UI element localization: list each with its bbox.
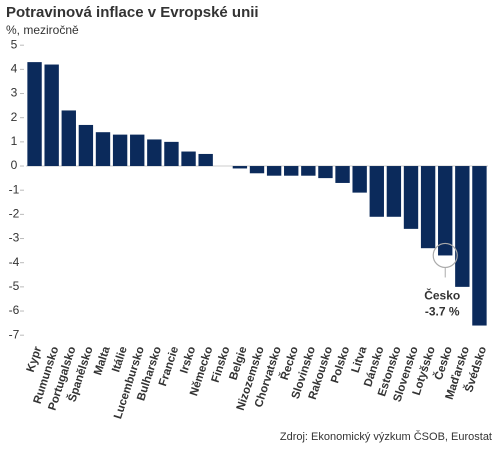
bar — [147, 139, 162, 167]
bar — [438, 166, 453, 256]
bar — [249, 166, 265, 174]
y-tick-label: -5 — [9, 279, 20, 293]
y-tick-label: -6 — [9, 303, 20, 317]
y-tick-label: 3 — [11, 86, 18, 100]
bar — [232, 166, 248, 169]
chart-title: Potravinová inflace v Evropské unii — [6, 4, 259, 21]
source: Zdroj: Ekonomický výzkum ČSOB, Eurostat — [280, 430, 492, 443]
bar — [61, 110, 76, 167]
bar — [352, 166, 367, 193]
bar — [403, 166, 419, 229]
y-tick-label: 2 — [11, 110, 18, 124]
chart-subtitle: %, meziročně — [6, 23, 79, 37]
bar — [198, 153, 213, 167]
bar — [44, 64, 59, 167]
y-tick-label: -7 — [9, 327, 20, 341]
y-tick-label: -2 — [9, 207, 20, 221]
bar — [266, 166, 282, 176]
bar — [318, 166, 333, 179]
bar — [78, 124, 94, 167]
bar — [455, 166, 470, 287]
bar — [369, 166, 384, 217]
bar — [164, 141, 179, 167]
bar — [472, 166, 487, 326]
bar — [112, 134, 128, 167]
y-tick-label: 5 — [11, 37, 18, 51]
y-tick-label: -1 — [9, 182, 20, 196]
y-tick-label: 0 — [11, 158, 18, 172]
y-tick-label: -4 — [9, 255, 20, 269]
bar — [386, 166, 402, 217]
bar — [420, 166, 436, 249]
y-tick-label: 4 — [11, 62, 18, 76]
bar — [130, 134, 145, 167]
bar — [181, 151, 196, 167]
bar — [301, 166, 316, 176]
bar — [27, 62, 42, 167]
y-tick-label: 1 — [11, 134, 18, 148]
bar — [335, 166, 350, 183]
annotation-text: Česko — [424, 288, 460, 303]
annotation-text: -3.7 % — [425, 305, 460, 319]
bar — [95, 132, 111, 167]
y-tick-label: -3 — [9, 231, 20, 245]
bar — [284, 166, 299, 176]
